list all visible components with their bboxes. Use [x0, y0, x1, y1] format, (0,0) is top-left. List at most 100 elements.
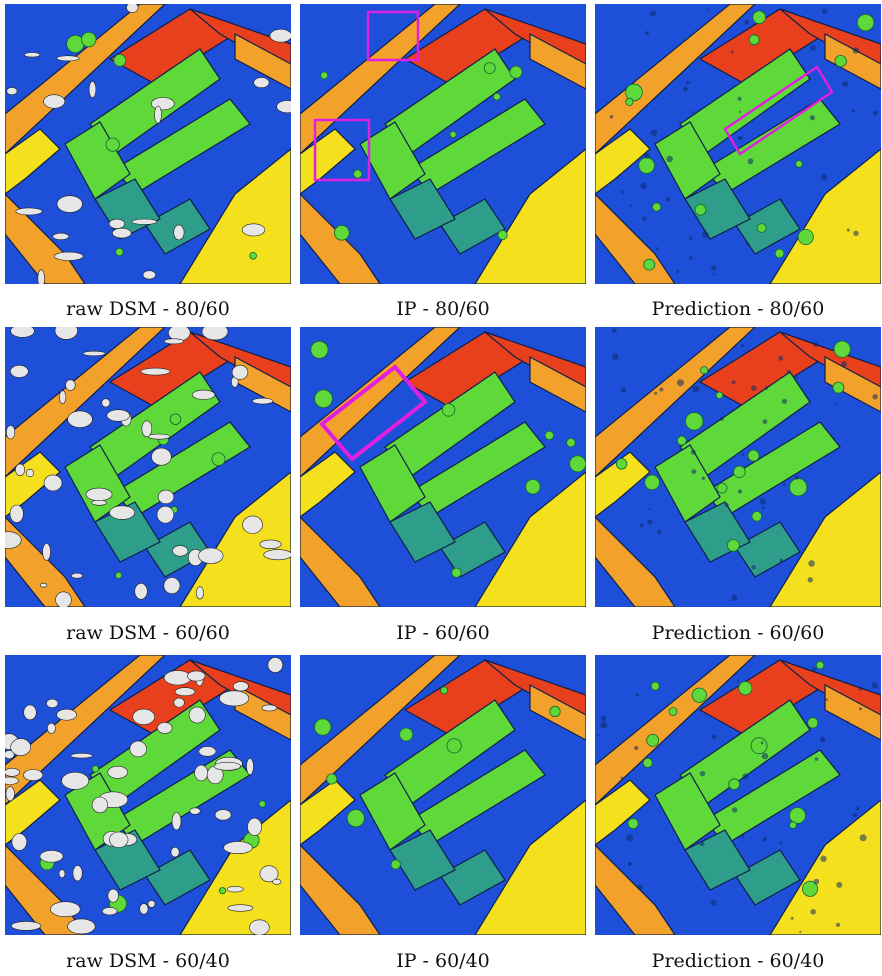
missing-data-patch [214, 809, 232, 821]
noise-speckle [655, 247, 659, 251]
noise-speckle [654, 391, 658, 395]
missing-data-patch [5, 767, 20, 777]
vegetation-blob [832, 381, 845, 394]
vegetation-blob [627, 818, 639, 830]
missing-data-patch [43, 474, 63, 492]
building-teal [439, 849, 506, 906]
noise-speckle [790, 916, 794, 920]
missing-data-patch [126, 4, 139, 13]
vegetation-blob [795, 160, 803, 168]
noise-speckle [809, 115, 815, 121]
building-orange-2 [595, 516, 676, 607]
noise-speckle [596, 734, 600, 737]
noise-speckle [810, 909, 816, 915]
building-yellow [179, 471, 291, 607]
missing-data-patch [10, 738, 31, 756]
missing-data-patch [52, 232, 70, 240]
noise-speckle [688, 236, 693, 240]
dsm-image [300, 655, 586, 935]
noise-speckle [820, 855, 827, 862]
vegetation-blob [748, 34, 760, 46]
missing-data-patch [163, 338, 184, 345]
building-orange [300, 327, 461, 478]
vegetation-blob [440, 686, 449, 695]
noise-speckle [711, 265, 717, 271]
missing-data-patch [141, 420, 153, 438]
noise-speckle [650, 10, 656, 17]
missing-data-patch [272, 878, 282, 885]
vegetation-blob [105, 137, 120, 152]
vegetation-blob [807, 717, 819, 729]
vegetation-blob [733, 465, 746, 479]
missing-data-patch [5, 786, 15, 802]
noise-speckle [820, 736, 826, 742]
noise-speckle [741, 835, 745, 838]
missing-data-patch [219, 690, 250, 707]
noise-speckle [731, 380, 736, 385]
noise-speckle [713, 273, 716, 276]
dsm-image [5, 327, 291, 607]
missing-data-patch [47, 722, 56, 734]
missing-data-patch [201, 327, 229, 341]
missing-data-patch [39, 582, 48, 588]
vegetation-blob [802, 880, 819, 897]
missing-data-patch [253, 77, 270, 88]
missing-data-patch [109, 505, 136, 520]
noise-speckle [640, 183, 647, 189]
building-orange-3 [824, 355, 881, 413]
vegetation-blob [314, 718, 332, 736]
missing-data-patch [132, 708, 155, 726]
noise-speckle [732, 807, 738, 813]
noise-speckle [690, 449, 696, 455]
noise-speckle [648, 508, 651, 511]
building-teal-2 [389, 501, 456, 563]
missing-data-patch [71, 572, 84, 579]
missing-data-patch [213, 761, 241, 771]
noise-speckle [676, 269, 680, 273]
panel-ip-60-60 [300, 327, 586, 607]
noise-speckle [645, 31, 649, 36]
vegetation-blob [625, 97, 634, 107]
noise-speckle [738, 110, 741, 113]
missing-data-patch [23, 52, 41, 58]
dsm-image [300, 4, 586, 284]
vegetation-blob [774, 248, 785, 259]
building-orange-2 [300, 844, 381, 935]
noise-speckle [859, 834, 867, 842]
panel-ip-60-40 [300, 655, 586, 935]
noise-speckle [851, 109, 856, 113]
missing-data-patch [108, 218, 125, 229]
vegetation-blob [615, 458, 628, 470]
vegetation-blob [566, 437, 576, 448]
missing-data-patch [55, 591, 72, 607]
noise-speckle [639, 523, 644, 528]
vegetation-blob [333, 225, 350, 241]
noise-speckle [761, 752, 769, 760]
noise-speckle [612, 328, 617, 334]
vegetation-blob [310, 340, 329, 359]
caption: IP - 60/40 [396, 950, 490, 972]
noise-speckle [719, 416, 724, 421]
building-orange [300, 655, 461, 806]
missing-data-patch [53, 251, 84, 261]
building-teal [734, 521, 801, 578]
vegetation-blob [644, 474, 660, 491]
missing-data-patch [241, 223, 266, 237]
building-orange [300, 4, 461, 155]
missing-data-patch [11, 833, 28, 851]
building-teal-2 [684, 178, 751, 240]
missing-data-patch [194, 764, 209, 782]
noise-speckle [747, 158, 754, 165]
noise-speckle [794, 376, 798, 380]
vegetation-blob [544, 430, 555, 441]
noise-speckle [741, 453, 745, 456]
caption: raw DSM - 80/60 [66, 298, 230, 320]
missing-data-patch [129, 740, 147, 758]
vegetation-blob [650, 681, 660, 691]
vegetation-blob [218, 887, 227, 895]
noise-speckle [731, 594, 738, 601]
noise-speckle [644, 152, 650, 159]
vegetation-blob [715, 391, 724, 399]
vegetation-blob [727, 539, 740, 552]
missing-data-patch [232, 681, 249, 692]
